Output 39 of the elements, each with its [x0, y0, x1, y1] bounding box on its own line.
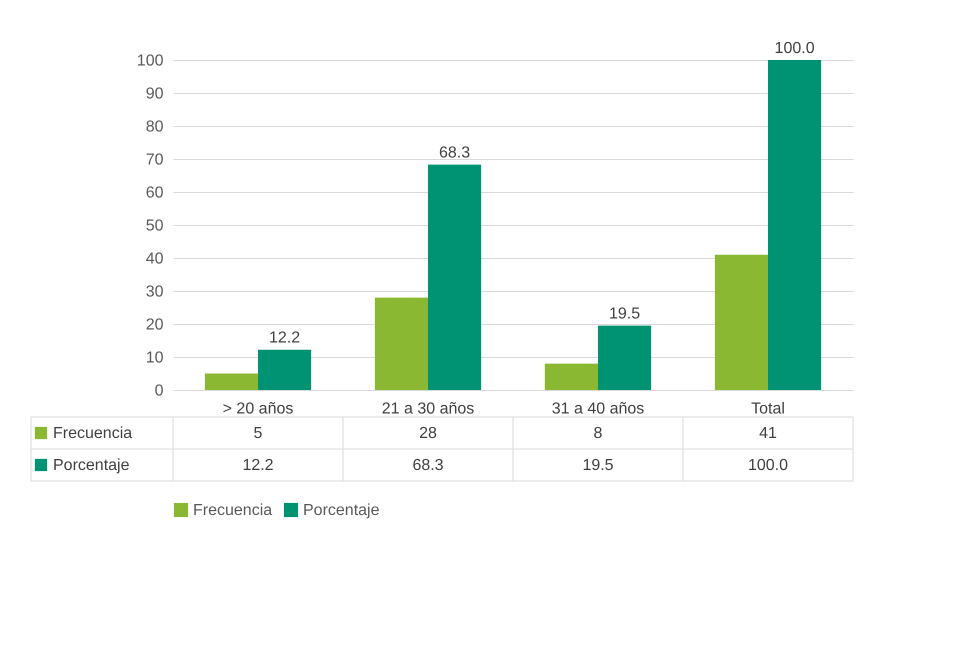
x-tick-label: 31 a 40 años	[552, 400, 644, 418]
text: 12.2	[268, 330, 300, 347]
text: Frecuencia	[193, 502, 272, 519]
y-tick-label: 10	[146, 350, 164, 366]
text: Porcentaje	[53, 457, 130, 474]
y-tick-label: 100	[136, 52, 164, 70]
bar	[714, 254, 768, 390]
x-tick-label: Total	[751, 400, 785, 418]
y-tick-label: 80	[146, 118, 164, 136]
text: 19.5	[608, 306, 640, 323]
data-label: 12.2	[242, 457, 274, 474]
text: 100.0	[774, 40, 815, 57]
data-label: 5	[254, 425, 263, 442]
y-tick-label: 40	[146, 250, 164, 268]
data-label: 28	[419, 425, 437, 442]
legend-label: Porcentaje	[303, 502, 380, 519]
bar	[428, 164, 482, 390]
y-tick-label: 50	[146, 218, 164, 234]
bar	[768, 60, 822, 390]
y-tick-label: 90	[146, 86, 164, 102]
data-label: 41	[759, 425, 777, 442]
y-tick-label: 70	[146, 152, 164, 168]
text: 68.3	[438, 144, 470, 162]
y-tick-label: 0	[154, 382, 164, 400]
y-tick-label: 20	[146, 316, 164, 334]
x-tick-label: > 20 años	[222, 400, 294, 418]
data-label: 8	[594, 425, 603, 442]
bar	[598, 326, 652, 390]
y-tick-label: 30	[146, 284, 164, 300]
bar	[258, 350, 312, 390]
x-tick-label: 21 a 30 años	[382, 400, 474, 418]
bar	[204, 374, 258, 390]
data-label: 100.0	[748, 457, 788, 474]
y-tick-label: 60	[146, 184, 164, 202]
legend-label: Frecuencia	[53, 425, 132, 442]
bar	[544, 364, 598, 390]
data-label: 68.3	[412, 457, 444, 474]
data-label: 19.5	[582, 457, 614, 474]
bar	[374, 298, 428, 390]
